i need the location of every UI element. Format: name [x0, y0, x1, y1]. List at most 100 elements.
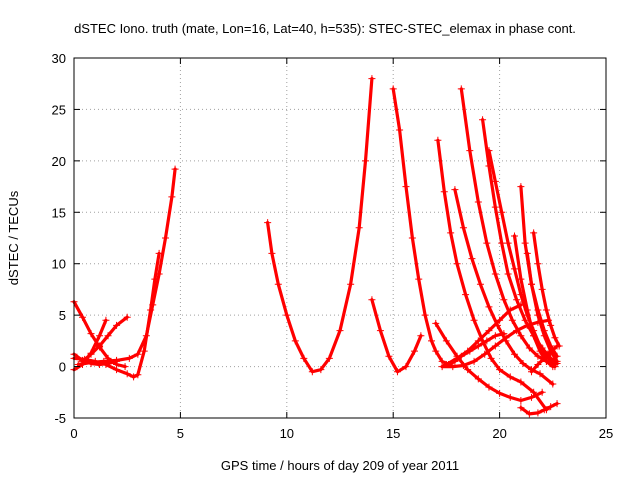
data-point-marker — [432, 319, 440, 327]
data-point-marker — [487, 354, 495, 362]
series-trace — [525, 251, 559, 358]
y-tick-label: 20 — [52, 154, 66, 169]
data-point-marker — [268, 249, 276, 257]
data-point-marker — [525, 410, 533, 418]
data-point-marker — [283, 311, 291, 319]
data-point-marker — [528, 368, 536, 376]
y-tick-label: 25 — [52, 102, 66, 117]
data-point-marker — [317, 366, 325, 374]
data-point-marker — [504, 239, 512, 247]
data-point-marker — [459, 224, 467, 232]
data-point-marker — [540, 354, 548, 362]
data-point-marker — [525, 344, 533, 352]
x-axis-label: GPS time / hours of day 209 of year 2011 — [221, 458, 459, 473]
data-point-marker — [402, 183, 410, 191]
data-point-marker — [368, 296, 376, 304]
data-point-marker — [553, 352, 561, 360]
data-series — [510, 232, 557, 371]
data-series — [528, 342, 561, 376]
data-point-marker — [547, 321, 555, 329]
data-point-marker — [155, 270, 163, 278]
data-series — [432, 319, 546, 405]
data-point-marker — [517, 397, 525, 405]
y-tick-label: -5 — [54, 411, 66, 426]
data-point-marker — [474, 375, 482, 383]
data-point-marker — [438, 363, 446, 371]
data-point-marker — [300, 354, 308, 362]
data-point-marker — [517, 404, 525, 412]
data-point-marker — [347, 280, 355, 288]
data-point-marker — [528, 393, 536, 401]
series-trace — [370, 298, 423, 374]
y-tick-label: 15 — [52, 205, 66, 220]
data-point-marker — [464, 347, 472, 355]
data-point-marker — [519, 359, 527, 367]
data-point-marker — [410, 347, 418, 355]
data-point-marker — [496, 389, 504, 397]
data-point-marker — [408, 234, 416, 242]
data-point-marker — [87, 330, 95, 338]
data-point-marker — [485, 327, 493, 335]
data-point-marker — [506, 393, 514, 401]
data-point-marker — [523, 306, 531, 314]
data-point-marker — [470, 357, 478, 365]
data-point-marker — [528, 280, 536, 288]
data-point-marker — [474, 198, 482, 206]
data-point-marker — [491, 177, 499, 185]
data-point-marker — [79, 313, 87, 321]
data-point-marker — [87, 350, 95, 358]
data-point-marker — [87, 358, 95, 366]
data-point-marker — [162, 234, 170, 242]
data-point-marker — [421, 311, 429, 319]
data-point-marker — [540, 327, 548, 335]
data-point-marker — [123, 370, 131, 378]
x-tick-label: 10 — [280, 426, 294, 441]
data-point-marker — [534, 409, 542, 417]
data-point-marker — [102, 316, 110, 324]
data-point-marker — [547, 403, 555, 411]
data-point-marker — [496, 316, 504, 324]
data-point-marker — [464, 366, 472, 374]
data-point-marker — [534, 306, 542, 314]
data-point-marker — [476, 280, 484, 288]
data-series — [79, 313, 131, 365]
data-point-marker — [517, 378, 525, 386]
data-point-marker — [130, 373, 138, 381]
data-point-marker — [171, 165, 179, 173]
data-point-marker — [491, 332, 499, 340]
data-point-marker — [553, 400, 561, 408]
chart-title: dSTEC Iono. truth (mate, Lon=16, Lat=40,… — [74, 21, 576, 36]
data-point-marker — [538, 285, 546, 293]
data-point-marker — [498, 239, 506, 247]
data-point-marker — [536, 347, 544, 355]
data-point-marker — [485, 383, 493, 391]
data-point-marker — [385, 352, 393, 360]
data-point-marker — [113, 356, 121, 364]
data-series — [523, 249, 561, 360]
data-series — [517, 400, 561, 418]
data-point-marker — [517, 183, 525, 191]
tick-layer: 0 5 10 15 20 25 -5 0 5 10 15 20 25 30 — [52, 51, 614, 441]
series-trace — [459, 87, 557, 367]
x-tick-label: 0 — [70, 426, 77, 441]
data-point-marker — [498, 208, 506, 216]
data-point-marker — [534, 352, 542, 360]
data-series — [74, 165, 179, 369]
data-point-marker — [264, 219, 272, 227]
plot-frame — [73, 57, 607, 419]
data-point-marker — [140, 347, 148, 355]
data-point-marker — [96, 342, 104, 350]
data-point-marker — [491, 342, 499, 350]
data-point-marker — [125, 354, 133, 362]
data-point-marker — [483, 239, 491, 247]
data-series — [434, 136, 550, 414]
data-point-marker — [432, 347, 440, 355]
data-point-marker — [142, 332, 150, 340]
data-point-marker — [542, 306, 550, 314]
data-point-marker — [440, 188, 448, 196]
data-point-marker — [336, 327, 344, 335]
data-point-marker — [389, 85, 397, 93]
data-point-marker — [376, 327, 384, 335]
data-point-marker — [553, 342, 561, 350]
